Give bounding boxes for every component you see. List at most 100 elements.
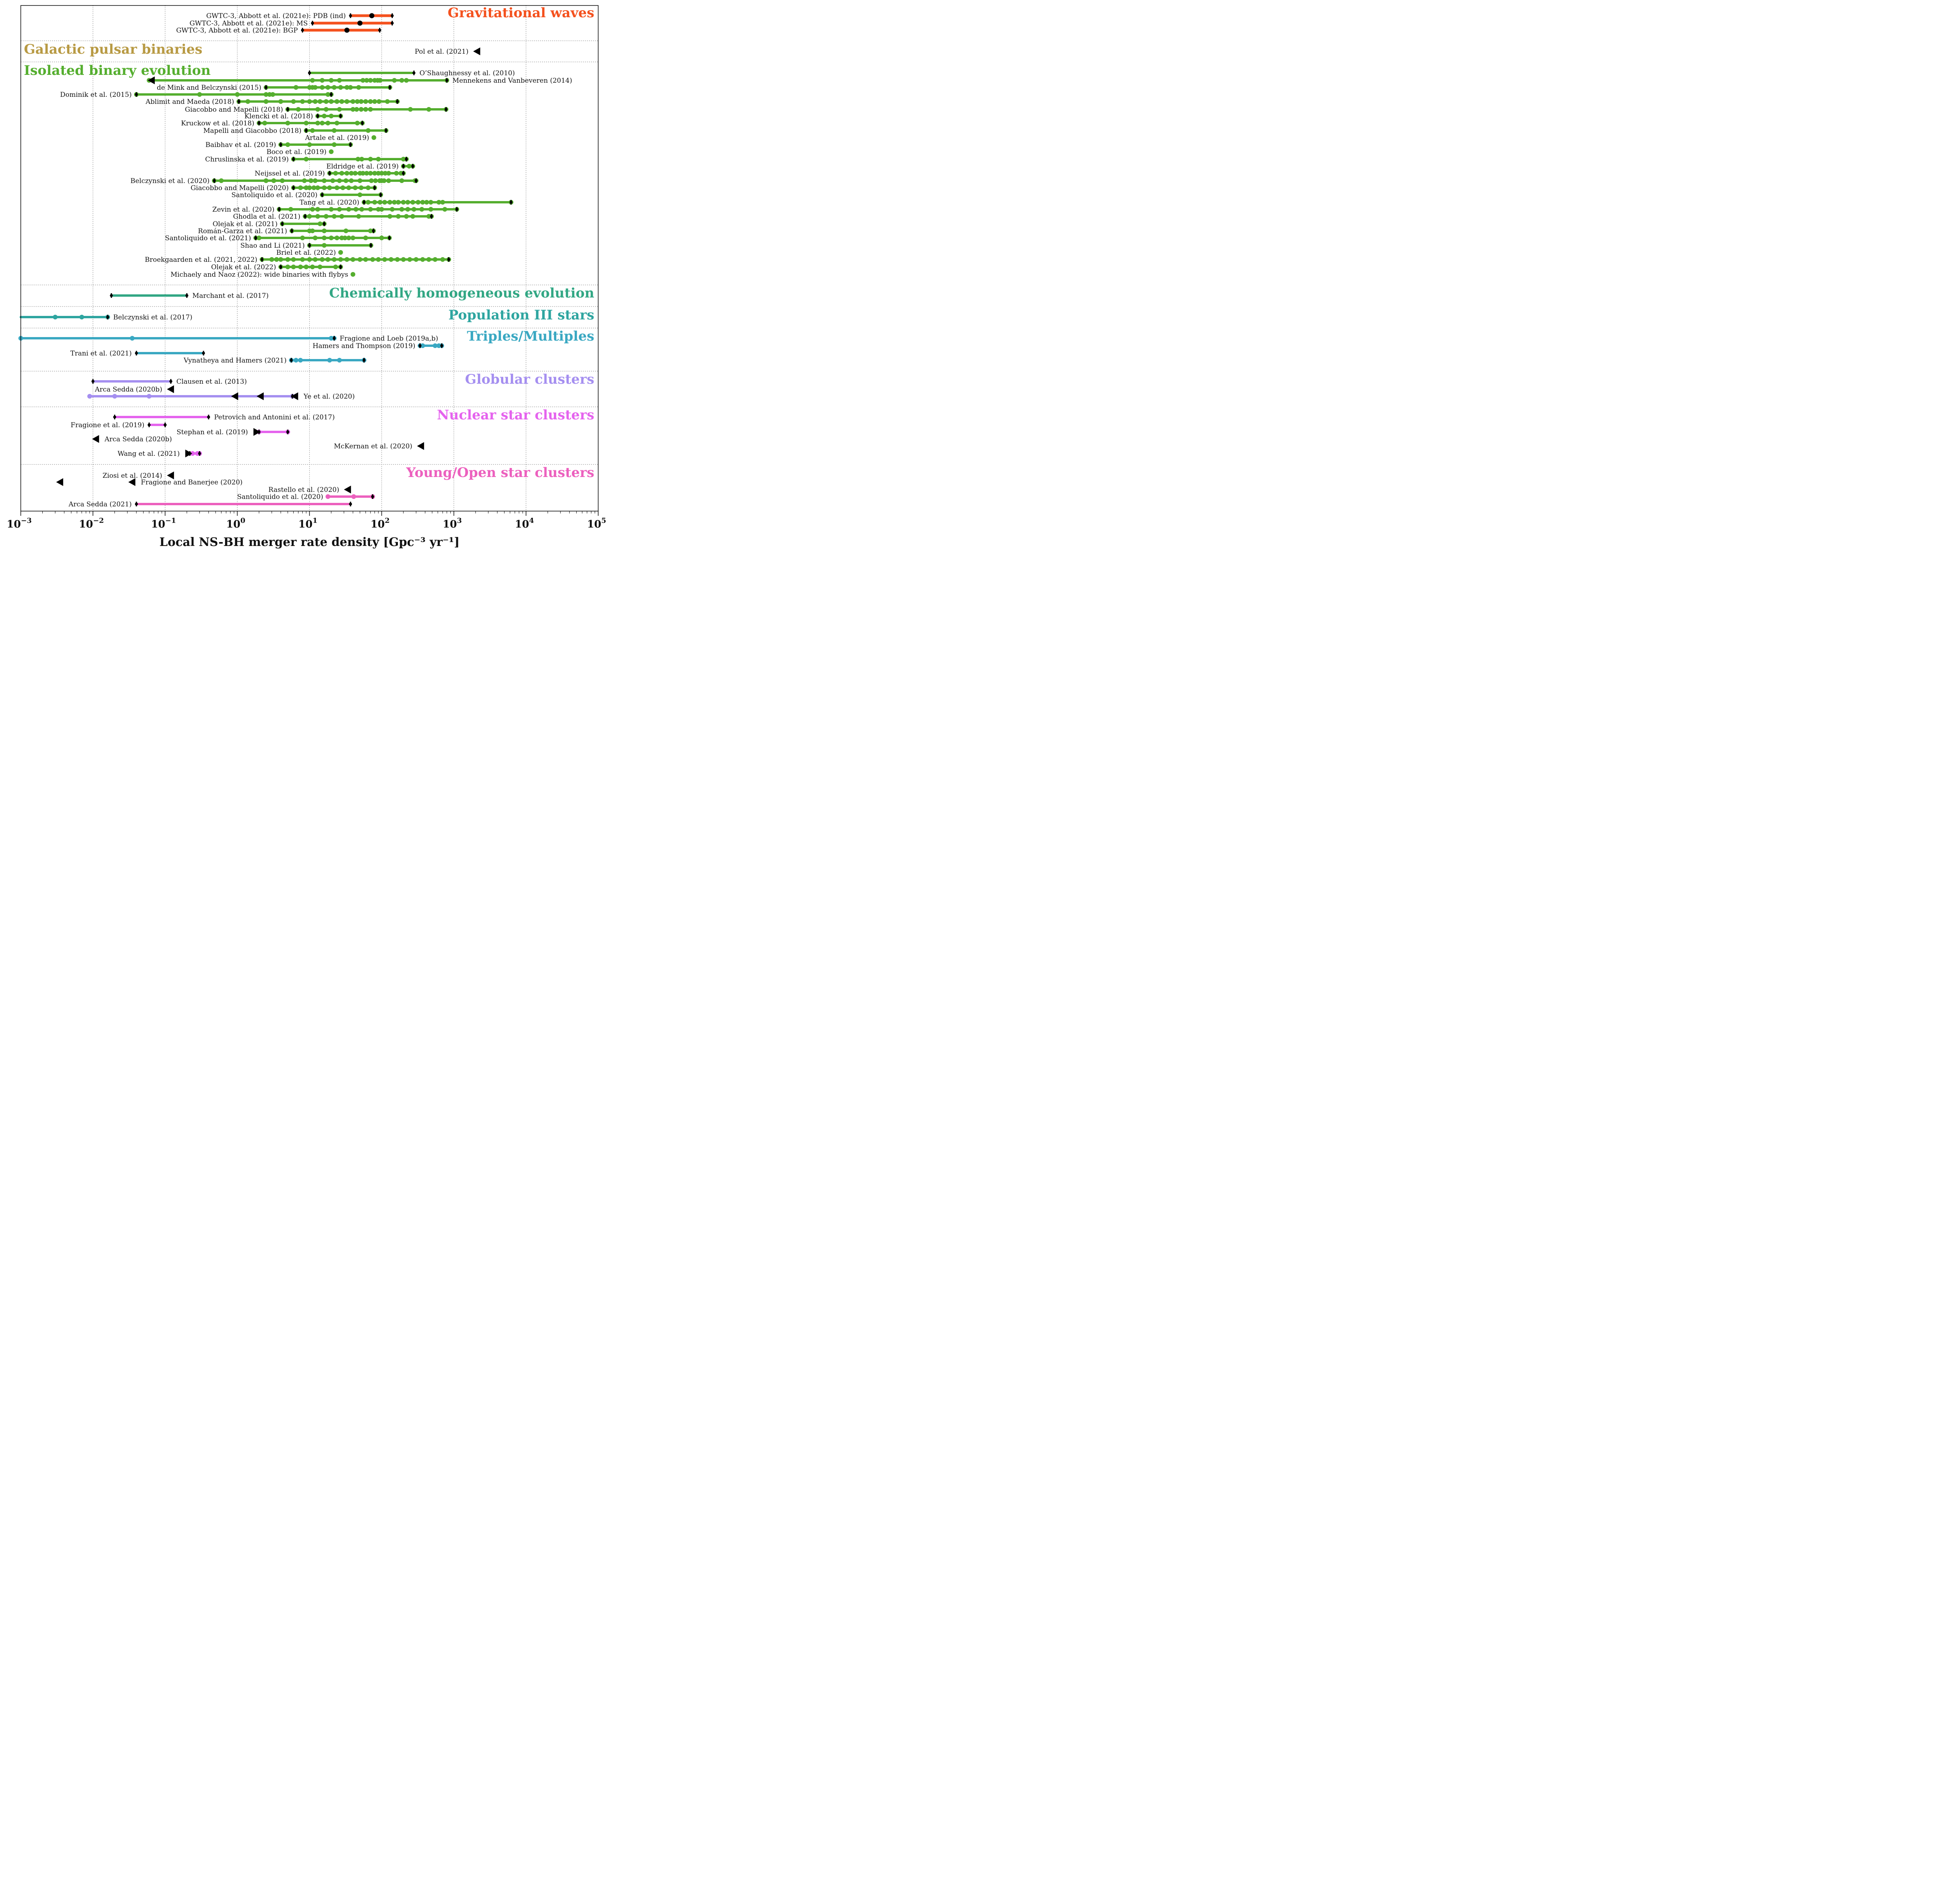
data-point — [315, 121, 320, 125]
data-point — [256, 236, 261, 240]
data-point — [339, 214, 344, 219]
data-point — [130, 336, 135, 341]
row-trani-et-al-2021: Trani et al. (2021) — [70, 350, 205, 357]
row-arca-sedda-2020b: Arca Sedda (2020b) — [92, 435, 172, 443]
row-label: Rastello et al. (2020) — [269, 486, 339, 494]
range-cap-low-dot — [321, 193, 324, 196]
data-point — [392, 78, 397, 83]
data-point — [298, 185, 303, 190]
data-point — [298, 265, 303, 269]
data-point — [328, 114, 334, 118]
row-label: Neijssel et al. (2019) — [255, 170, 325, 178]
row-giacobbo-and-mapelli-2020: Giacobbo and Mapelli (2020) — [191, 184, 377, 192]
row-baibhav-et-al-2019: Baibhav et al. (2019) — [205, 141, 353, 149]
range-cap-low-dot — [292, 158, 295, 161]
range-cap-low-dot — [91, 380, 94, 383]
data-point — [399, 78, 404, 83]
data-point — [359, 107, 364, 112]
data-point — [376, 171, 381, 176]
range-cap-high-dot — [390, 14, 394, 17]
data-point — [386, 178, 391, 183]
row-label: GWTC-3, Abbott et al. (2021e): PDB (ind) — [206, 12, 346, 20]
row-label: Ye et al. (2020) — [303, 393, 355, 401]
data-point — [53, 315, 58, 319]
range-cap-low-dot — [212, 179, 216, 182]
range-cap-high-dot — [385, 129, 388, 132]
range-cap-high-dot — [163, 423, 167, 426]
row-ye-et-al-2020: Ye et al. (2020) — [87, 392, 355, 401]
data-point — [344, 99, 349, 104]
row-label: GWTC-3, Abbott et al. (2021e): MS — [190, 20, 308, 27]
row-label: Chruslinska et al. (2019) — [205, 156, 289, 163]
range-cap-low-dot — [418, 344, 422, 347]
range-cap-high-dot — [207, 415, 210, 419]
upper-limit-marker — [417, 442, 424, 450]
row-label: Ziosi et al. (2014) — [103, 472, 162, 480]
data-point — [278, 257, 283, 262]
data-point — [410, 214, 416, 219]
data-point — [313, 257, 318, 262]
data-point — [407, 257, 412, 262]
data-point — [296, 107, 301, 112]
data-point — [379, 207, 384, 212]
x-tick-label: 10−2 — [79, 517, 104, 530]
data-point — [350, 272, 356, 277]
data-point — [411, 207, 416, 212]
data-point — [310, 78, 315, 83]
row-artale-et-al-2019: Artale et al. (2019) — [305, 134, 376, 142]
row-santoliquido-et-al-2021: Santoliquido et al. (2021) — [165, 234, 392, 242]
data-point — [337, 178, 342, 183]
row-label: Kruckow et al. (2018) — [181, 120, 254, 127]
row-mennekens-and-vanbeveren-2014: Mennekens and Vanbeveren (2014) — [147, 76, 572, 85]
data-point — [363, 236, 368, 240]
data-point — [414, 257, 419, 262]
row-gwtc-3-abbott-et-al-2021e-pdb-ind: GWTC-3, Abbott et al. (2021e): PDB (ind) — [206, 12, 394, 20]
row-hamers-and-thompson-2019: Hamers and Thompson (2019) — [312, 342, 444, 350]
data-point — [300, 236, 305, 240]
data-point — [271, 178, 276, 183]
range-cap-low-dot — [402, 165, 405, 168]
row-label: Arca Sedda (2020b) — [94, 386, 162, 394]
upper-limit-marker — [56, 478, 64, 486]
data-point — [325, 85, 330, 90]
data-point — [363, 99, 368, 104]
data-point — [410, 200, 416, 205]
row-broekgaarden-et-al-2021-2022: Broekgaarden et al. (2021, 2022) — [145, 256, 451, 264]
row-label: Ghodla et al. (2021) — [233, 213, 301, 221]
data-point — [327, 358, 332, 363]
row-label: Santoliquido et al. (2020) — [231, 191, 318, 199]
data-point — [379, 171, 384, 176]
data-point — [304, 265, 309, 269]
data-point — [353, 207, 358, 212]
row-label: Giacobbo and Mapelli (2018) — [185, 106, 283, 114]
data-point — [310, 207, 315, 212]
data-point — [322, 185, 327, 190]
range-cap-high-dot — [323, 222, 326, 225]
range-cap-low-dot — [349, 14, 352, 17]
range-cap-low-dot — [237, 100, 241, 103]
data-point — [363, 257, 368, 262]
upper-limit-marker — [291, 392, 298, 400]
data-point — [263, 92, 269, 97]
data-point — [325, 257, 330, 262]
data-point — [274, 257, 279, 262]
data-point — [315, 214, 320, 219]
data-point — [432, 257, 437, 262]
data-point — [323, 99, 328, 104]
row-label: Zevin et al. (2020) — [212, 206, 274, 214]
row-label: Clausen et al. (2013) — [176, 378, 247, 386]
row-briel-et-al-2022: Briel et al. (2022) — [276, 249, 343, 257]
data-point — [307, 99, 312, 104]
data-point — [372, 200, 377, 205]
data-point — [332, 128, 337, 133]
category-title-nuclear-star-clusters: Nuclear star clusters — [437, 407, 594, 423]
range-cap-high-dot — [362, 359, 366, 362]
row-label: Fragione and Loeb (2019a,b) — [340, 335, 438, 343]
data-point — [424, 200, 429, 205]
upper-limit-marker — [167, 472, 174, 479]
data-point — [313, 85, 318, 90]
data-point — [339, 99, 344, 104]
data-point — [396, 214, 401, 219]
row-label: Vynatheya and Hamers (2021) — [183, 357, 287, 365]
data-point — [344, 171, 349, 176]
